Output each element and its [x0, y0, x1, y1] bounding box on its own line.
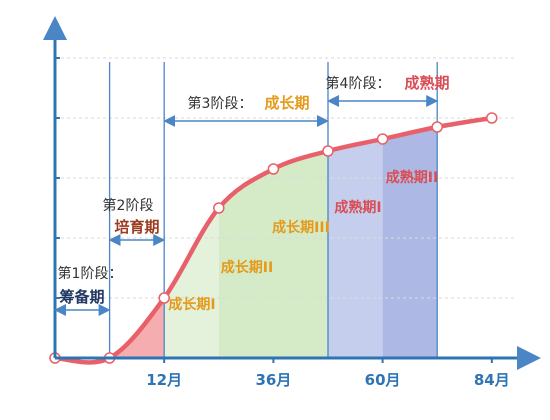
- region-5: [382, 126, 438, 358]
- regions-layer: [109, 126, 438, 358]
- data-point-8: [431, 121, 443, 133]
- data-point-9: [486, 112, 498, 124]
- region-3: [218, 150, 328, 358]
- data-point-3: [158, 292, 170, 304]
- stage-1-name: 筹备期: [59, 288, 104, 306]
- stage-1-label: 第1阶段：: [58, 265, 123, 282]
- region-4: [328, 138, 383, 358]
- stage-3-name: 成长期: [264, 94, 309, 112]
- region-1: [109, 298, 165, 358]
- data-point-5: [267, 163, 280, 175]
- axes-layer: 12月 36月 60月 84月: [43, 16, 541, 389]
- region-2-label: 成长期II: [221, 259, 273, 276]
- curve-layer: [49, 112, 498, 365]
- stage-2-label: 第2阶段: [103, 197, 154, 214]
- data-point-4: [213, 202, 225, 214]
- stage-4-name: 成熟期: [404, 74, 449, 92]
- data-point-6: [322, 145, 334, 157]
- stage-3-label: 第3阶段：: [188, 95, 253, 112]
- region-3-label: 成长期III: [272, 219, 330, 236]
- growth-curve: [52, 115, 495, 365]
- stage-2-name: 培育期: [114, 218, 159, 236]
- region-2: [164, 207, 219, 358]
- x-tick-label-3: 60月: [365, 371, 401, 389]
- x-tick-label-4: 84月: [474, 371, 510, 389]
- x-tick-label-1: 12月: [146, 371, 182, 389]
- region-1-label: 成长期I: [168, 296, 215, 313]
- stage-4-label: 第4阶段：: [326, 75, 391, 92]
- data-point-7: [376, 133, 389, 145]
- region-5-label: 成熟期II: [386, 169, 438, 186]
- region-4-label: 成熟期I: [334, 199, 381, 216]
- x-tick-label-2: 36月: [255, 371, 291, 389]
